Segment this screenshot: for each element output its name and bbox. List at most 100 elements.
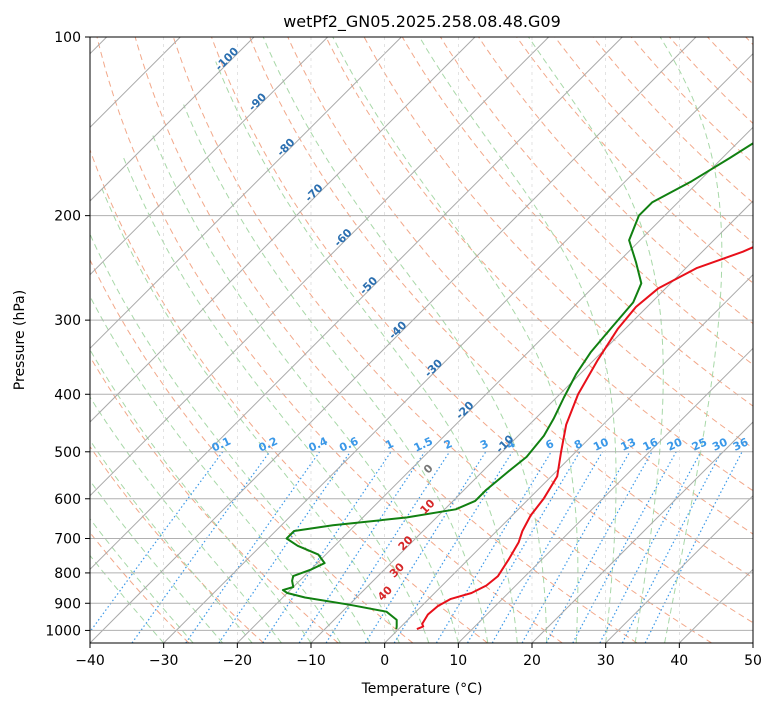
y-tick-label: 100	[54, 30, 81, 46]
dry-adiabats	[90, 37, 753, 643]
mixing-ratio-label: 2	[442, 437, 454, 452]
mixing-ratio-label: 13	[619, 436, 638, 454]
mixing-ratio-label: 25	[690, 436, 709, 454]
mixing-ratio-line	[262, 451, 392, 643]
mixing-ratio-line	[298, 451, 426, 643]
moist-adiabat-line	[101, 188, 400, 643]
mixing-ratio-label: 3	[478, 437, 490, 452]
y-tick-label: 300	[54, 313, 81, 329]
isotherm-line	[678, 568, 753, 643]
x-tick-label: −40	[75, 653, 105, 669]
x-axis-label: Temperature (°C)	[361, 681, 483, 697]
x-tick-label: −30	[149, 653, 179, 669]
x-tick-label: 10	[449, 653, 467, 669]
chart-title: wetPf2_GN05.2025.258.08.48.G09	[283, 12, 561, 32]
moist-adiabat-line	[90, 232, 371, 643]
dry-adiabat-label: -20	[453, 399, 476, 422]
y-tick-label: 900	[54, 596, 81, 612]
isotherm-line	[384, 273, 753, 643]
dry-adiabat-line	[439, 37, 753, 366]
dry-adiabat-line	[516, 37, 753, 284]
dry-adiabat-line	[554, 37, 753, 244]
mixing-ratio-label: 20	[665, 435, 685, 453]
mixing-ratio-line	[572, 451, 677, 643]
isotherm-line	[90, 37, 697, 643]
isotherm-line	[163, 52, 753, 643]
mixing-ratio-line	[435, 451, 552, 643]
dry-adiabat-line	[669, 37, 753, 125]
mixing-ratio-line	[599, 451, 702, 643]
profile-lines	[281, 142, 753, 631]
mixing-ratio-line	[364, 451, 487, 643]
dry-adiabat-label: -70	[302, 181, 325, 204]
isotherm-line	[310, 200, 753, 643]
dry-adiabat-label: -80	[274, 136, 297, 159]
mixing-ratio-line	[131, 451, 271, 643]
mixing-ratio-line	[644, 451, 743, 643]
x-tick-label: 20	[523, 653, 541, 669]
dry-adiabat-line	[90, 258, 414, 643]
isotherm-line	[531, 421, 753, 643]
mixing-ratio-line	[466, 451, 581, 643]
temperature-label: 20	[396, 533, 416, 553]
isotherm-line	[752, 642, 753, 643]
dry-adiabat-line	[90, 531, 190, 643]
dry-adiabat-line	[745, 37, 753, 46]
x-axis: −40 −30 −20 −10 0 10 20 30 40 50	[75, 643, 762, 669]
dry-adiabat-line	[90, 148, 488, 643]
y-tick-label: 200	[54, 209, 81, 225]
mixing-ratio-line	[325, 451, 451, 643]
y-tick-label: 400	[54, 387, 81, 403]
mixing-ratio-lines	[90, 451, 743, 643]
moist-adiabat-line	[90, 295, 341, 643]
isotherm-line	[90, 37, 402, 350]
mixing-ratio-line	[90, 451, 224, 633]
dry-adiabat-line	[96, 37, 563, 643]
y-tick-label: 500	[54, 445, 81, 461]
moist-adiabat-line	[90, 518, 194, 643]
y-tick-label: 600	[54, 492, 81, 508]
mixing-ratio-label: 6	[544, 437, 557, 452]
dry-adiabat-line	[707, 37, 753, 85]
dry-adiabat-line	[249, 37, 753, 579]
plot-frame	[89, 36, 754, 644]
y-tick-label: 700	[54, 532, 81, 548]
temperature-label: 0	[421, 462, 436, 477]
dry-adiabat-line	[401, 37, 753, 407]
mixing-ratio-line	[218, 451, 351, 643]
mixing-ratio-label: 30	[710, 435, 730, 453]
dry-adiabat-line	[325, 37, 753, 492]
y-axis: 100 200 300 400 500 600 700 800 900 1000	[45, 30, 90, 639]
dry-adiabat-line	[592, 37, 753, 204]
moist-adiabat-line	[332, 37, 579, 643]
mixing-ratio-line	[545, 451, 653, 643]
moist-adiabat-line	[90, 348, 312, 643]
dewpoint-profile-line	[281, 142, 753, 630]
dry-adiabat-line	[134, 37, 638, 643]
mixing-ratio-label: 16	[641, 435, 661, 453]
dry-adiabat-line	[630, 37, 753, 164]
isotherm-line	[90, 37, 476, 423]
moist-adiabat-line	[528, 37, 664, 643]
dry-adiabat-label: -30	[422, 356, 445, 379]
mixing-ratio-label: 36	[731, 435, 751, 453]
isotherm-line	[90, 37, 623, 571]
mixing-ratio-line	[185, 451, 321, 643]
moist-adiabat-line	[90, 479, 223, 643]
dry-adiabat-label: -40	[386, 318, 409, 341]
mixing-ratio-line	[521, 451, 631, 643]
moist-adiabat-line	[90, 439, 253, 643]
dry-adiabat-line	[211, 37, 753, 624]
moist-adiabat-line	[419, 37, 617, 643]
x-tick-label: 0	[380, 653, 389, 669]
y-tick-label: 800	[54, 566, 81, 582]
moist-adiabat-line	[183, 104, 489, 643]
isotherm-line	[605, 494, 753, 643]
temperature-label: 40	[375, 583, 395, 603]
isotherm-line	[90, 37, 329, 276]
isotherm-line	[457, 347, 753, 643]
x-tick-label: −20	[223, 653, 253, 669]
temperature-profile-line	[416, 246, 753, 631]
moist-adiabat-line	[215, 61, 518, 643]
dry-adiabat-line	[287, 37, 753, 535]
